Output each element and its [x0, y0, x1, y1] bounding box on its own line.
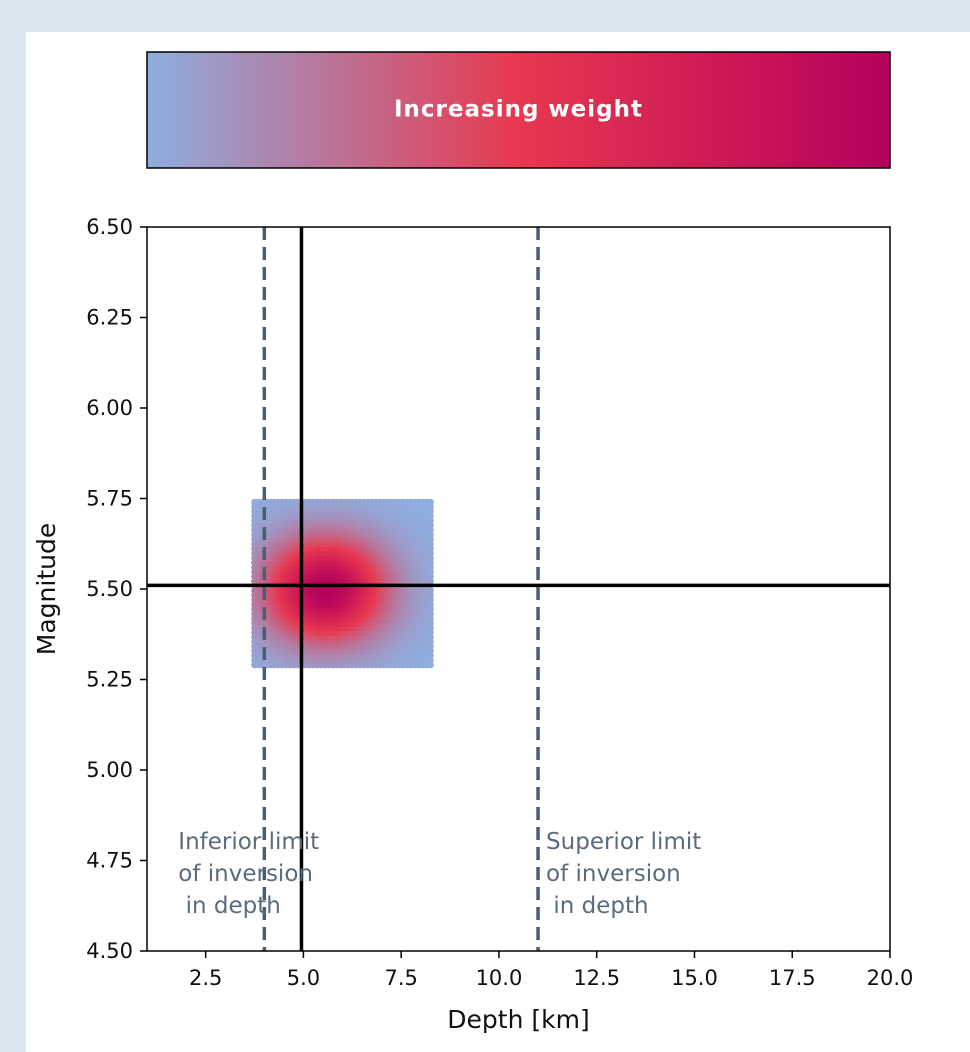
- weight-point: [427, 559, 434, 566]
- colorbar-gradient: [146, 51, 891, 169]
- weight-point: [427, 610, 434, 618]
- plot-area: Inferior limit of inversion in depthSuper…: [86, 215, 913, 990]
- weight-point: [427, 508, 434, 515]
- annotation-line: in depth: [178, 893, 281, 919]
- weight-point: [427, 568, 434, 576]
- weight-field: [251, 498, 434, 669]
- y-tick-label: 5.75: [86, 487, 133, 511]
- superior-limit-annotation: Superior limit of inversion in depth: [546, 829, 701, 919]
- annotation-line: of inversion: [178, 861, 313, 887]
- weight-point: [427, 526, 434, 534]
- weight-point: [427, 573, 434, 580]
- y-tick-label: 5.25: [86, 668, 133, 692]
- weight-point: [427, 601, 434, 608]
- y-tick-label: 6.00: [86, 396, 133, 420]
- annotation-line: Superior limit: [546, 829, 701, 855]
- y-tick-label: 6.25: [86, 306, 133, 330]
- weight-point: [427, 512, 434, 520]
- weight-point: [427, 517, 434, 525]
- weight-point: [427, 545, 434, 553]
- x-tick-label: 10.0: [476, 966, 523, 990]
- y-axis: 4.50 4.75 5.00 5.25 5.50 5.75 6.00 6.25 6.50: [86, 215, 147, 963]
- reference-lines: [147, 227, 890, 951]
- weight-point: [427, 657, 434, 664]
- chart-svg: Increasing weight Inferior limit of inver…: [32, 51, 913, 1034]
- weight-point: [427, 591, 434, 599]
- y-tick-label: 4.75: [86, 849, 133, 873]
- y-tick-label: 5.00: [86, 758, 133, 782]
- inferior-limit-annotation: Inferior limit of inversion in depth: [178, 829, 319, 919]
- weight-point: [427, 503, 434, 511]
- x-tick-label: 20.0: [867, 966, 914, 990]
- y-tick-label: 4.50: [86, 939, 133, 963]
- weight-point: [427, 615, 434, 622]
- weight-point: [427, 522, 434, 529]
- x-axis-title: Depth [km]: [447, 1005, 589, 1034]
- y-axis-title: Magnitude: [32, 523, 61, 655]
- weight-point: [427, 563, 434, 571]
- y-tick-label: 5.50: [86, 577, 133, 601]
- weight-point: [427, 596, 434, 604]
- annotation-line: Inferior limit: [178, 829, 319, 855]
- weight-point: [427, 577, 434, 585]
- x-tick-label: 15.0: [671, 966, 718, 990]
- weight-point: [427, 633, 434, 641]
- weight-point: [427, 652, 434, 660]
- weight-point: [427, 540, 434, 548]
- weight-point: [427, 554, 434, 562]
- weight-point: [427, 619, 434, 627]
- weight-point: [427, 643, 434, 650]
- x-tick-label: 7.5: [384, 966, 417, 990]
- weight-point: [427, 587, 434, 594]
- figure-panel: Increasing weight Inferior limit of inver…: [26, 32, 970, 1052]
- weight-point: [427, 498, 434, 506]
- x-tick-label: 5.0: [287, 966, 320, 990]
- x-tick-label: 17.5: [769, 966, 816, 990]
- weight-point: [427, 531, 434, 539]
- weight-point: [427, 549, 434, 557]
- weight-point: [427, 661, 434, 669]
- x-tick-label: 12.5: [573, 966, 620, 990]
- weight-point: [427, 536, 434, 543]
- colorbar: Increasing weight: [146, 51, 891, 169]
- weight-point: [427, 605, 434, 613]
- weight-point: [427, 638, 434, 646]
- y-tick-label: 6.50: [86, 215, 133, 239]
- x-tick-label: 2.5: [189, 966, 222, 990]
- weight-point: [427, 647, 434, 655]
- weight-point: [427, 624, 434, 632]
- annotations: Inferior limit of inversion in depthSuper…: [178, 829, 701, 919]
- colorbar-label: Increasing weight: [394, 97, 643, 123]
- x-axis: 2.5 5.0 7.5 10.0 12.5 15.0 17.5 20.0: [189, 951, 913, 990]
- weight-point: [427, 629, 434, 636]
- annotation-line: of inversion: [546, 861, 681, 887]
- annotation-line: in depth: [546, 893, 649, 919]
